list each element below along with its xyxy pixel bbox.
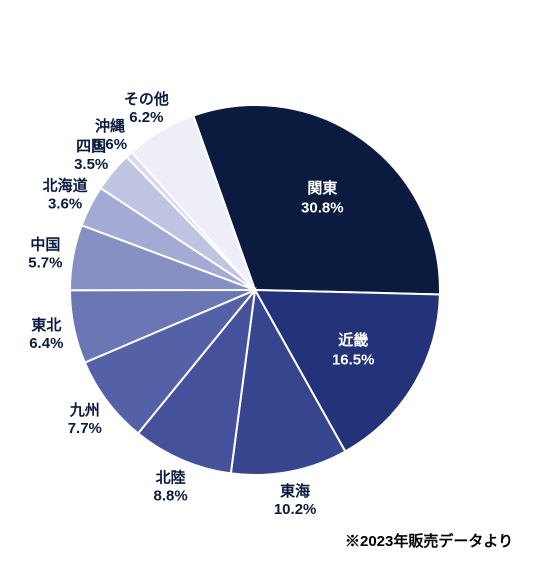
slice-label-value: 3.5% — [74, 156, 108, 173]
slice-label-name: 九州 — [69, 401, 100, 419]
slice-label-name: その他 — [124, 90, 169, 108]
slice-label-name: 北陸 — [156, 469, 186, 487]
slice-label-value: 3.6% — [48, 195, 82, 212]
pie-chart-svg: 関東 30.8% 近畿 16.5% 東海10.2% 北陸8.8% 九州7.7% 東北6.4% 中… — [0, 0, 535, 568]
footnote-text: ※2023年販売データより — [345, 530, 513, 551]
slice-label-name: 北海道 — [43, 176, 88, 194]
slice-label-name: 近畿 — [338, 331, 368, 349]
slice-label-value: 6.4% — [29, 335, 63, 352]
pie-chart-container: 関東 30.8% 近畿 16.5% 東海10.2% 北陸8.8% 九州7.7% 東北6.4% 中… — [0, 0, 535, 568]
slice-label-value: 0.6% — [93, 136, 127, 153]
slice-label-name: 関東 — [307, 179, 337, 197]
slice-label-value: 10.2% — [274, 501, 317, 518]
slice-label-value: 8.8% — [154, 488, 188, 505]
slice-label-name: 中国 — [30, 235, 60, 253]
slice-label-value: 6.2% — [129, 109, 163, 126]
slice-label-value: 5.7% — [28, 254, 62, 271]
slice-label-name: 東北 — [31, 316, 61, 334]
slice-label-value: 7.7% — [68, 420, 102, 437]
slice-label-name: 沖縄 — [95, 117, 125, 135]
pie-slices — [70, 105, 440, 475]
slice-label-name: 東海 — [280, 482, 310, 500]
slice-label-value: 30.8% — [301, 199, 344, 216]
slice-label-value: 16.5% — [332, 351, 375, 368]
